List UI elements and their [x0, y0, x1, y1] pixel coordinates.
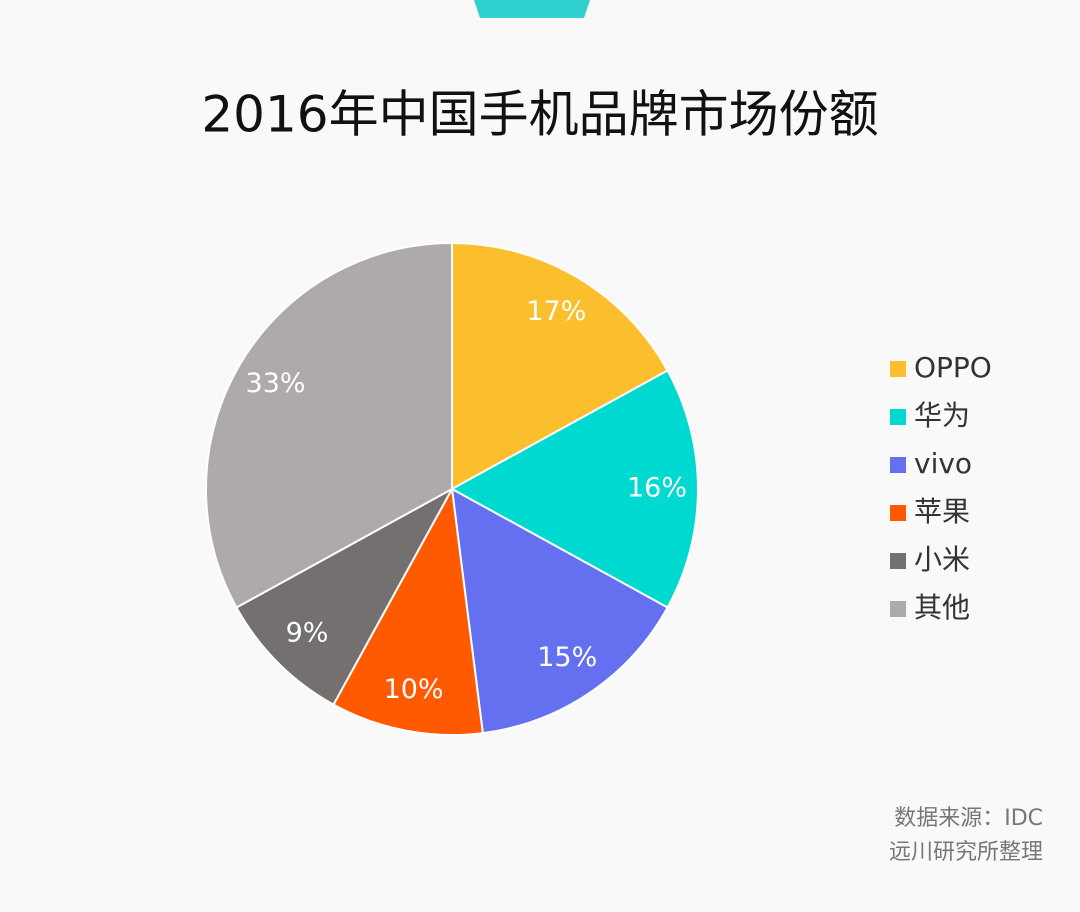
- data-label: 15%: [537, 642, 597, 673]
- legend-swatch: [890, 505, 906, 521]
- legend-label: 华为: [914, 399, 970, 432]
- data-label: 10%: [384, 674, 444, 705]
- legend-label: 小米: [914, 543, 970, 576]
- pie-slice: [332, 485, 484, 736]
- pie-slice: [235, 486, 455, 706]
- pie-slice: [450, 487, 669, 735]
- data-label: 9%: [286, 617, 329, 648]
- data-label: 33%: [246, 368, 306, 399]
- source-note: 数据来源：IDC: [894, 806, 1043, 831]
- legend-swatch: [890, 553, 906, 569]
- pie-slice: [451, 241, 669, 491]
- pie-slice: [449, 369, 699, 609]
- chart-title: 2016年中国手机品牌市场份额: [201, 86, 878, 144]
- legend-swatch: [890, 457, 906, 473]
- legend-label: vivo: [914, 447, 972, 480]
- pie-slice: [205, 241, 453, 609]
- legend-swatch: [890, 601, 906, 617]
- legend-swatch: [890, 409, 906, 425]
- source-note: 远川研究所整理: [889, 840, 1043, 865]
- legend-label: 苹果: [914, 495, 970, 528]
- legend-swatch: [890, 361, 906, 377]
- top-tab: [474, 0, 590, 18]
- data-label: 17%: [526, 296, 586, 327]
- legend-label: OPPO: [914, 351, 992, 384]
- data-label: 16%: [627, 473, 687, 504]
- legend-label: 其他: [914, 591, 970, 624]
